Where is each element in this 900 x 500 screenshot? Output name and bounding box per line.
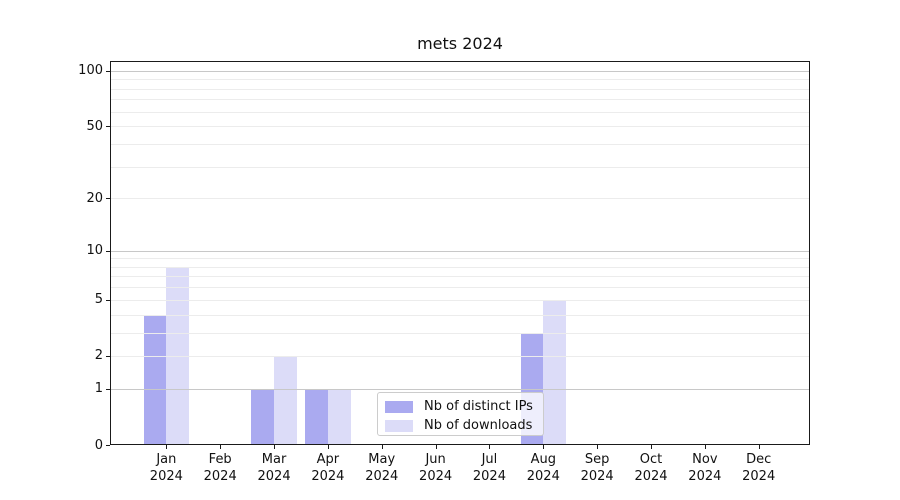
y-tick-label-2: 2 [94,348,103,364]
x-tick-mark-jun [435,445,437,449]
grid-line-7 [110,276,810,278]
x-tick-label-aug: Aug 2024 [526,452,560,484]
grid-line-8 [110,266,810,268]
grid-line-40 [110,143,810,145]
grid-line-90 [110,79,810,81]
y-tick-label-100: 100 [78,63,103,79]
grid-line-70 [110,99,810,101]
grid-line-6 [110,287,810,289]
y-tick-mark-10 [106,250,110,252]
grid-line-80 [110,88,810,90]
grid-line-20 [110,198,810,200]
grid-line-10 [110,250,810,252]
x-tick-mark-mar [274,445,276,449]
x-tick-mark-jul [489,445,491,449]
y-tick-mark-1 [106,388,110,390]
y-tick-label-20: 20 [86,190,103,206]
grid-line-9 [110,258,810,260]
grid-line-60 [110,111,810,113]
legend-label: Nb of distinct IPs [424,399,533,414]
x-tick-label-oct: Oct 2024 [634,452,668,484]
x-tick-label-mar: Mar 2024 [257,452,291,484]
x-tick-label-sep: Sep 2024 [580,452,614,484]
y-tick-mark-50 [106,126,110,128]
x-tick-mark-nov [704,445,706,449]
grid-line-4 [110,314,810,316]
x-tick-label-jun: Jun 2024 [419,452,453,484]
grid-line-2 [110,355,810,357]
y-tick-label-0: 0 [94,437,103,453]
bar-mar-s1 [274,355,297,445]
chart-title: mets 2024 [417,34,503,53]
x-tick-mark-aug [543,445,545,449]
bar-aug-s1 [543,299,567,445]
x-tick-mark-dec [758,445,760,449]
legend-item-1: Nb of downloads [385,417,543,434]
x-tick-label-dec: Dec 2024 [742,452,776,484]
x-tick-label-feb: Feb 2024 [203,452,237,484]
grid-line-100 [110,70,810,72]
y-tick-label-1: 1 [94,381,103,397]
legend: Nb of distinct IPs Nb of downloads [377,392,544,436]
y-tick-mark-5 [106,299,110,301]
x-tick-label-jan: Jan 2024 [149,452,183,484]
x-tick-mark-jan [166,445,168,449]
x-tick-label-apr: Apr 2024 [311,452,345,484]
y-tick-mark-2 [106,355,110,357]
bar-jan-s0 [143,314,167,445]
x-tick-mark-sep [597,445,599,449]
x-tick-mark-apr [327,445,329,449]
bar-mar-s0 [251,388,275,445]
legend-swatch-icon [385,419,413,432]
y-tick-label-10: 10 [86,243,103,259]
grid-line-3 [110,332,810,334]
y-tick-mark-20 [106,198,110,200]
x-tick-label-nov: Nov 2024 [688,452,722,484]
x-tick-label-may: May 2024 [365,452,399,484]
y-tick-mark-100 [106,70,110,72]
legend-item-0: Nb of distinct IPs [385,398,543,415]
grid-line-30 [110,166,810,168]
grid-line-50 [110,126,810,128]
plot-frame [110,61,810,445]
grid-line-5 [110,299,810,301]
legend-swatch-icon [385,400,413,413]
bar-apr-s0 [305,388,328,445]
x-tick-mark-may [381,445,383,449]
grid-line-1 [110,388,810,390]
bar-apr-s1 [327,388,351,445]
x-tick-mark-oct [651,445,652,449]
y-tick-mark-0 [106,445,110,446]
y-tick-label-50: 50 [86,118,103,134]
x-tick-mark-feb [220,445,222,449]
legend-label: Nb of downloads [424,418,533,433]
x-tick-label-jul: Jul 2024 [472,452,506,484]
y-tick-label-5: 5 [94,292,103,308]
plot-area [110,61,810,445]
